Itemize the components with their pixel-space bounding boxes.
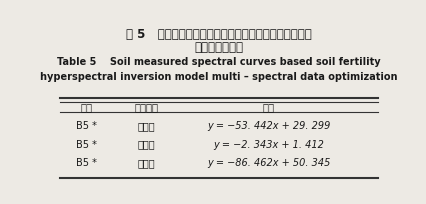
Text: 多光谱数据优化: 多光谱数据优化 bbox=[194, 41, 243, 54]
Text: y = −53. 442x + 29. 299: y = −53. 442x + 29. 299 bbox=[206, 121, 329, 131]
Text: 表 5   基于土壤实测光谱曲线土壤肥力高光谱反演模型的: 表 5 基于土壤实测光谱曲线土壤肥力高光谱反演模型的 bbox=[126, 28, 311, 41]
Text: B5 *: B5 * bbox=[76, 121, 97, 131]
Text: 肥力参数: 肥力参数 bbox=[134, 102, 158, 112]
Text: 模型: 模型 bbox=[262, 102, 274, 112]
Text: y = −2. 343x + 1. 412: y = −2. 343x + 1. 412 bbox=[213, 140, 323, 150]
Text: B5 *: B5 * bbox=[76, 159, 97, 169]
Text: 有机质: 有机质 bbox=[137, 121, 155, 131]
Text: y = −86. 462x + 50. 345: y = −86. 462x + 50. 345 bbox=[206, 159, 329, 169]
Text: Table 5    Soil measured spectral curves based soil fertility: Table 5 Soil measured spectral curves ba… bbox=[57, 58, 380, 68]
Text: hyperspectral inversion model multi – spectral data optimization: hyperspectral inversion model multi – sp… bbox=[40, 72, 397, 82]
Text: 有效钾: 有效钾 bbox=[137, 140, 155, 150]
Text: B5 *: B5 * bbox=[76, 140, 97, 150]
Text: 有效磷: 有效磷 bbox=[137, 159, 155, 169]
Text: 波段: 波段 bbox=[80, 102, 92, 112]
